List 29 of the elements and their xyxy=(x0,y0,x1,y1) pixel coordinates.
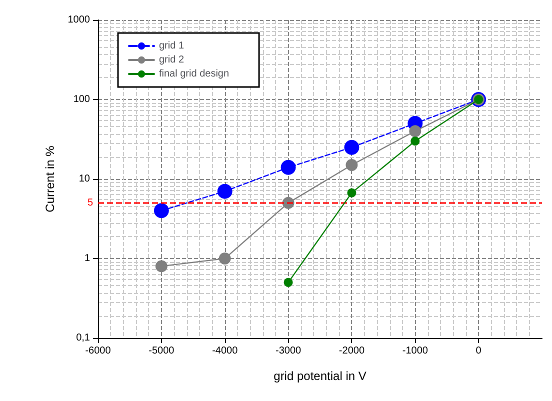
legend-label: grid 1 xyxy=(159,40,184,52)
y-axis-title: Current in % xyxy=(43,145,57,212)
x-tick-label: -6000 xyxy=(85,346,112,356)
point xyxy=(217,184,232,199)
x-tick-label: -5000 xyxy=(148,346,175,356)
x-tick-label: 0 xyxy=(476,346,482,356)
point xyxy=(155,260,168,272)
point xyxy=(284,278,293,287)
x-tick-label: -3000 xyxy=(275,346,302,356)
point xyxy=(410,136,420,146)
point xyxy=(154,203,169,218)
point xyxy=(409,125,422,138)
x-tick-label: -1000 xyxy=(402,346,428,356)
ref-line-label: 5 xyxy=(87,197,94,208)
x-tick-label: -4000 xyxy=(212,346,238,356)
legend-label: grid 2 xyxy=(159,54,184,66)
x-tick-label: -2000 xyxy=(338,346,365,356)
y-tick-label: 0,1 xyxy=(76,332,90,344)
y-tick-label: 10 xyxy=(78,174,90,184)
y-tick-label: 100 xyxy=(73,94,90,105)
legend-label: final grid design xyxy=(159,68,230,80)
x-axis-title: grid potential in V xyxy=(274,369,366,383)
y-tick-label: 1 xyxy=(84,253,90,264)
point xyxy=(347,188,356,198)
point xyxy=(218,252,231,264)
point xyxy=(344,140,360,155)
point xyxy=(280,160,296,175)
y-tick-label: 1000 xyxy=(68,14,90,26)
point xyxy=(346,159,358,171)
